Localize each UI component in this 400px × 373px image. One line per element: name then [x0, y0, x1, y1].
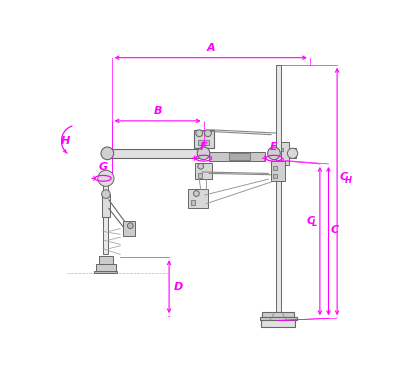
FancyBboxPatch shape [261, 320, 296, 327]
FancyBboxPatch shape [289, 148, 296, 159]
Circle shape [101, 147, 114, 160]
FancyBboxPatch shape [191, 200, 195, 205]
Circle shape [268, 147, 280, 160]
FancyBboxPatch shape [94, 271, 118, 273]
Text: F: F [200, 142, 207, 152]
Circle shape [198, 163, 204, 169]
FancyBboxPatch shape [99, 256, 113, 264]
FancyBboxPatch shape [103, 180, 108, 254]
FancyBboxPatch shape [209, 152, 265, 160]
FancyBboxPatch shape [278, 142, 289, 165]
Text: H: H [61, 136, 70, 146]
Text: L: L [312, 219, 318, 228]
Circle shape [204, 130, 211, 137]
FancyBboxPatch shape [96, 264, 116, 273]
Circle shape [288, 148, 298, 159]
Text: C: C [307, 216, 315, 226]
FancyBboxPatch shape [188, 189, 208, 208]
FancyBboxPatch shape [273, 174, 276, 178]
FancyBboxPatch shape [198, 173, 202, 178]
FancyBboxPatch shape [271, 160, 286, 181]
Circle shape [196, 130, 203, 137]
FancyBboxPatch shape [262, 313, 294, 317]
FancyBboxPatch shape [260, 317, 297, 320]
Circle shape [128, 223, 133, 229]
Circle shape [98, 170, 114, 186]
Circle shape [197, 147, 210, 160]
FancyBboxPatch shape [204, 140, 209, 145]
Text: B: B [153, 106, 162, 116]
Text: E: E [270, 142, 278, 152]
FancyBboxPatch shape [280, 159, 283, 162]
FancyBboxPatch shape [106, 149, 204, 158]
Text: D: D [174, 282, 183, 292]
Text: H: H [344, 176, 352, 185]
Text: C: C [331, 225, 339, 235]
FancyBboxPatch shape [276, 65, 281, 315]
Text: C: C [340, 172, 348, 182]
FancyBboxPatch shape [123, 222, 135, 236]
FancyBboxPatch shape [194, 130, 214, 148]
FancyBboxPatch shape [273, 166, 276, 170]
Text: A: A [206, 43, 215, 53]
FancyBboxPatch shape [230, 153, 250, 160]
Circle shape [102, 190, 110, 198]
Circle shape [194, 191, 199, 197]
FancyBboxPatch shape [198, 140, 203, 145]
Text: G: G [98, 162, 108, 172]
FancyBboxPatch shape [195, 163, 212, 179]
FancyBboxPatch shape [102, 194, 110, 217]
FancyBboxPatch shape [280, 148, 283, 151]
